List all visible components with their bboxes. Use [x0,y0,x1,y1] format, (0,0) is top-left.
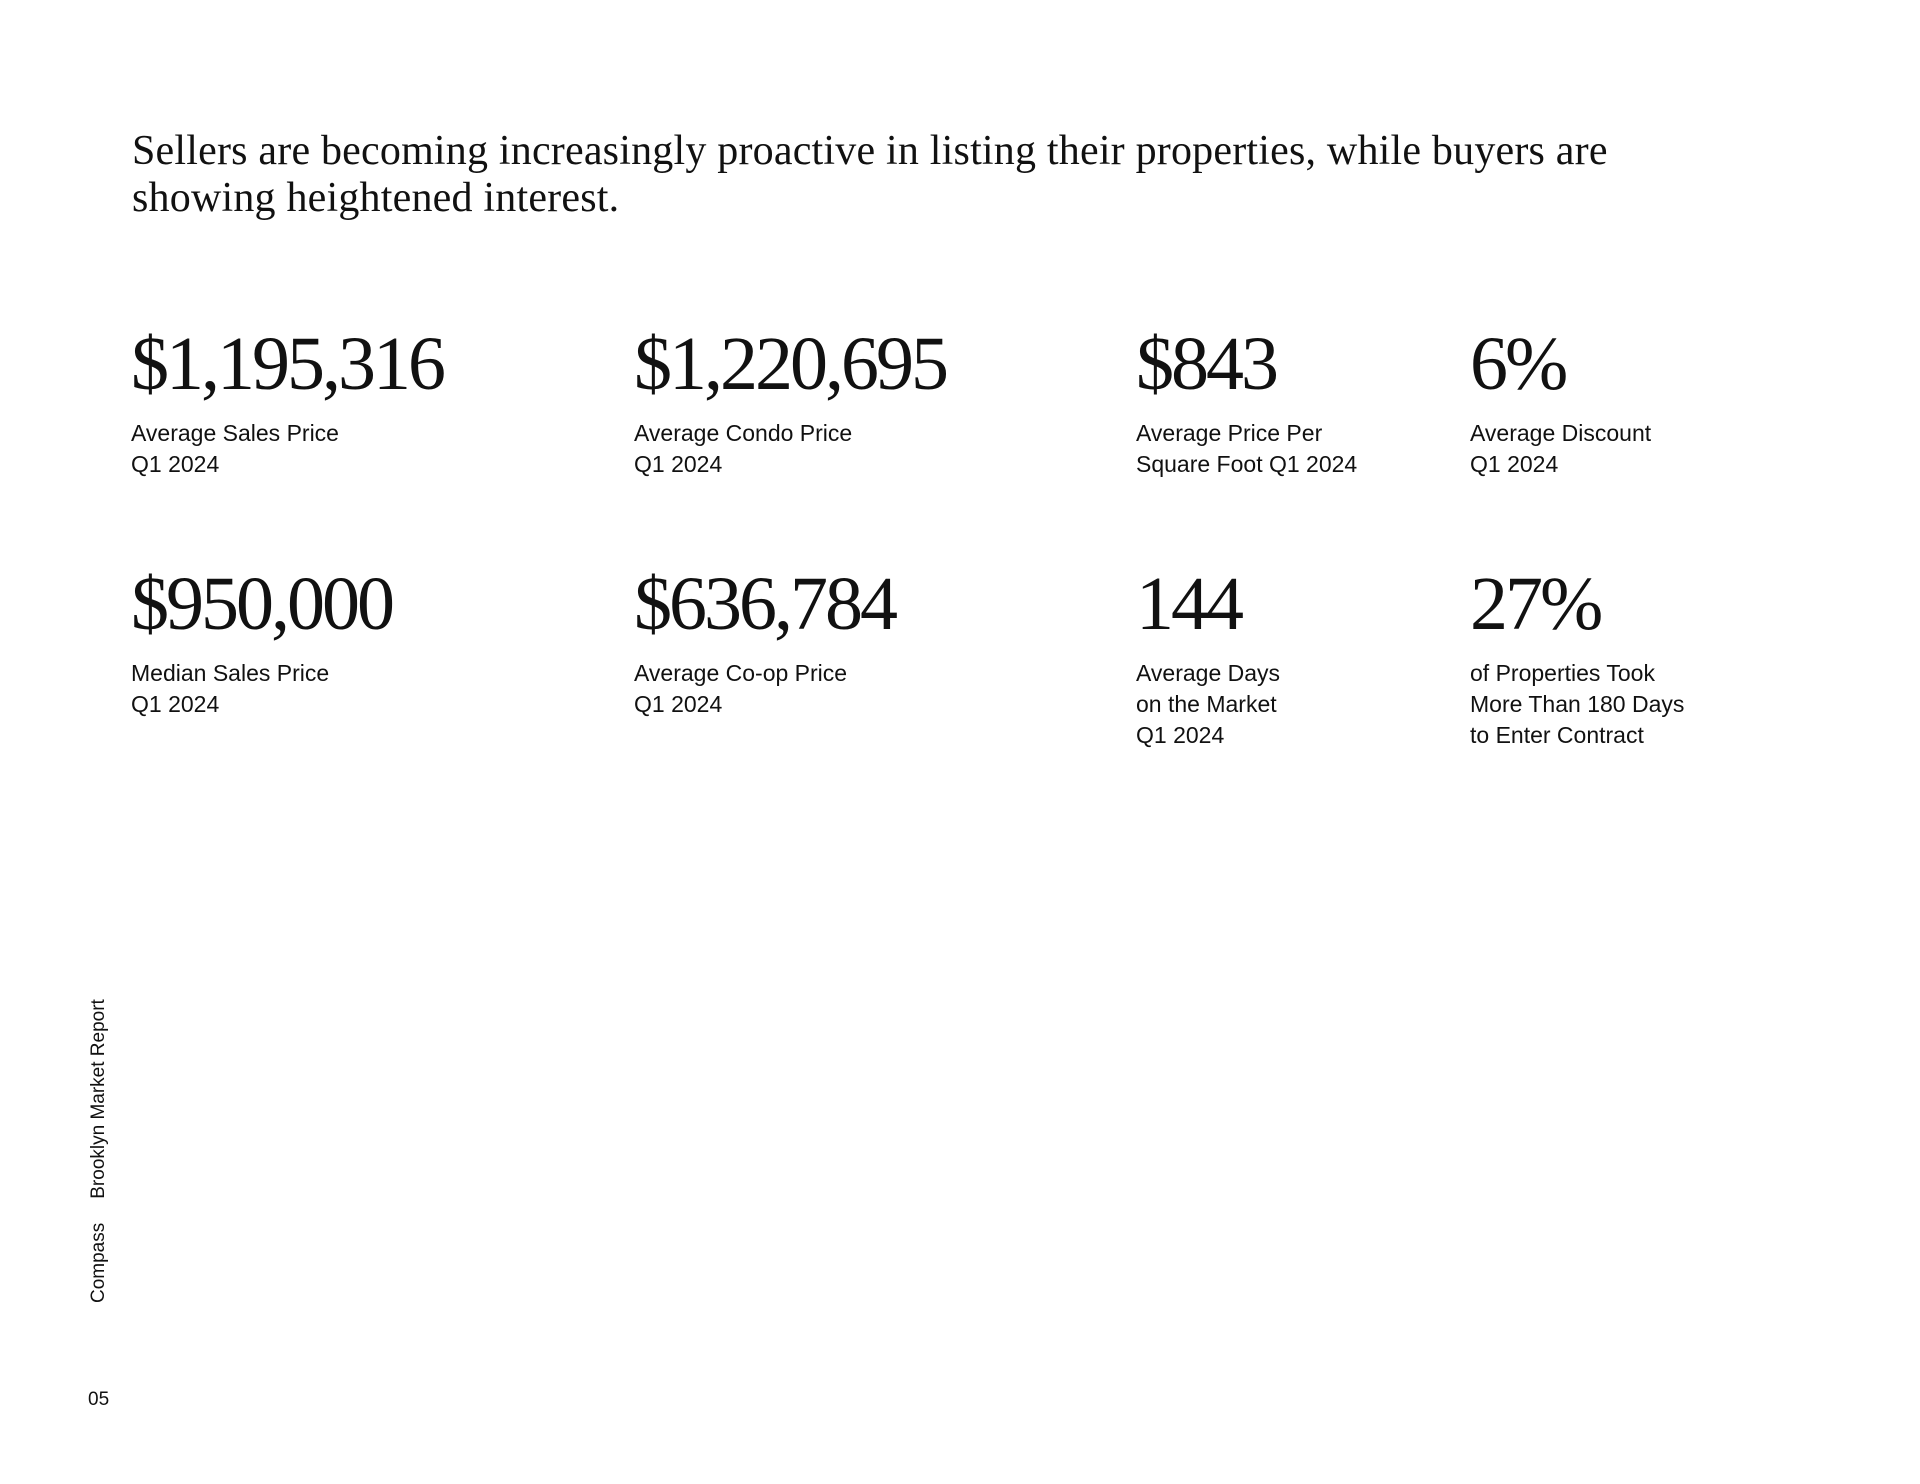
stat-value: 27% [1470,562,1603,646]
stat-label: Median Sales Price Q1 2024 [131,658,392,720]
report-name: Brooklyn Market Report [88,999,109,1199]
stat-properties-over-180-days: 27% of Properties Took More Than 180 Day… [1470,566,1684,751]
stat-label: Average Sales Price Q1 2024 [131,418,443,480]
stat-label: Average Price Per Square Foot Q1 2024 [1136,418,1357,480]
stat-label-line: Q1 2024 [131,451,220,477]
stat-label: Average Condo Price Q1 2024 [634,418,946,480]
stat-value: $636,784 [634,562,898,646]
side-running-footer: Compass Brooklyn Market Report [88,999,110,1303]
stat-average-price-per-square-foot: $843 Average Price Per Square Foot Q1 20… [1136,326,1357,480]
stat-label-line: Average Co-op Price [634,660,848,686]
brand-name: Compass [88,1222,109,1303]
stat-value: $843 [1136,322,1279,406]
stat-label-line: Q1 2024 [634,691,723,717]
stat-label-line: to Enter Contract [1470,722,1644,748]
stat-value: $1,195,316 [131,322,446,406]
stat-value: 6% [1470,322,1568,406]
stat-label-line: Q1 2024 [131,691,220,717]
stat-label-line: Average Discount [1470,420,1652,446]
stat-label-line: of Properties Took [1470,660,1655,686]
page-number: 05 [88,1389,110,1410]
stat-label-line: Average Price Per [1136,420,1323,446]
stat-label-line: on the Market [1136,691,1277,717]
stat-label-line: Median Sales Price [131,660,330,686]
stat-label-line: Average Condo Price [634,420,853,446]
stat-label-line: Q1 2024 [634,451,723,477]
stat-average-condo-price: $1,220,695 Average Condo Price Q1 2024 [634,322,949,480]
stat-average-sales-price: $1,195,316 Average Sales Price Q1 2024 [131,322,446,480]
stat-label: Average Days on the Market Q1 2024 [1136,658,1280,751]
stat-value: $950,000 [131,562,395,646]
stat-value: 144 [1136,562,1244,646]
stat-value: $1,220,695 [634,322,949,406]
stat-average-days-on-market: 144 Average Days on the Market Q1 2024 [1136,566,1280,751]
stat-label: Average Discount Q1 2024 [1470,418,1651,480]
headline-line-1: Sellers are becoming increasingly proact… [132,128,1608,174]
stat-median-sales-price: $950,000 Median Sales Price Q1 2024 [131,562,395,720]
page-headline: Sellers are becoming increasingly proact… [132,128,1772,222]
stat-label: of Properties Took More Than 180 Days to… [1470,658,1684,751]
stat-label-line: More Than 180 Days [1470,691,1685,717]
stat-label: Average Co-op Price Q1 2024 [634,658,895,720]
headline-line-2: showing heightened interest. [132,175,620,221]
stat-label-line: Square Foot Q1 2024 [1136,451,1358,477]
stat-label-line: Q1 2024 [1136,722,1225,748]
stat-label-line: Average Days [1136,660,1281,686]
stat-average-coop-price: $636,784 Average Co-op Price Q1 2024 [634,562,898,720]
stat-label-line: Q1 2024 [1470,451,1559,477]
stat-label-line: Average Sales Price [131,420,339,446]
stat-average-discount: 6% Average Discount Q1 2024 [1470,326,1651,480]
